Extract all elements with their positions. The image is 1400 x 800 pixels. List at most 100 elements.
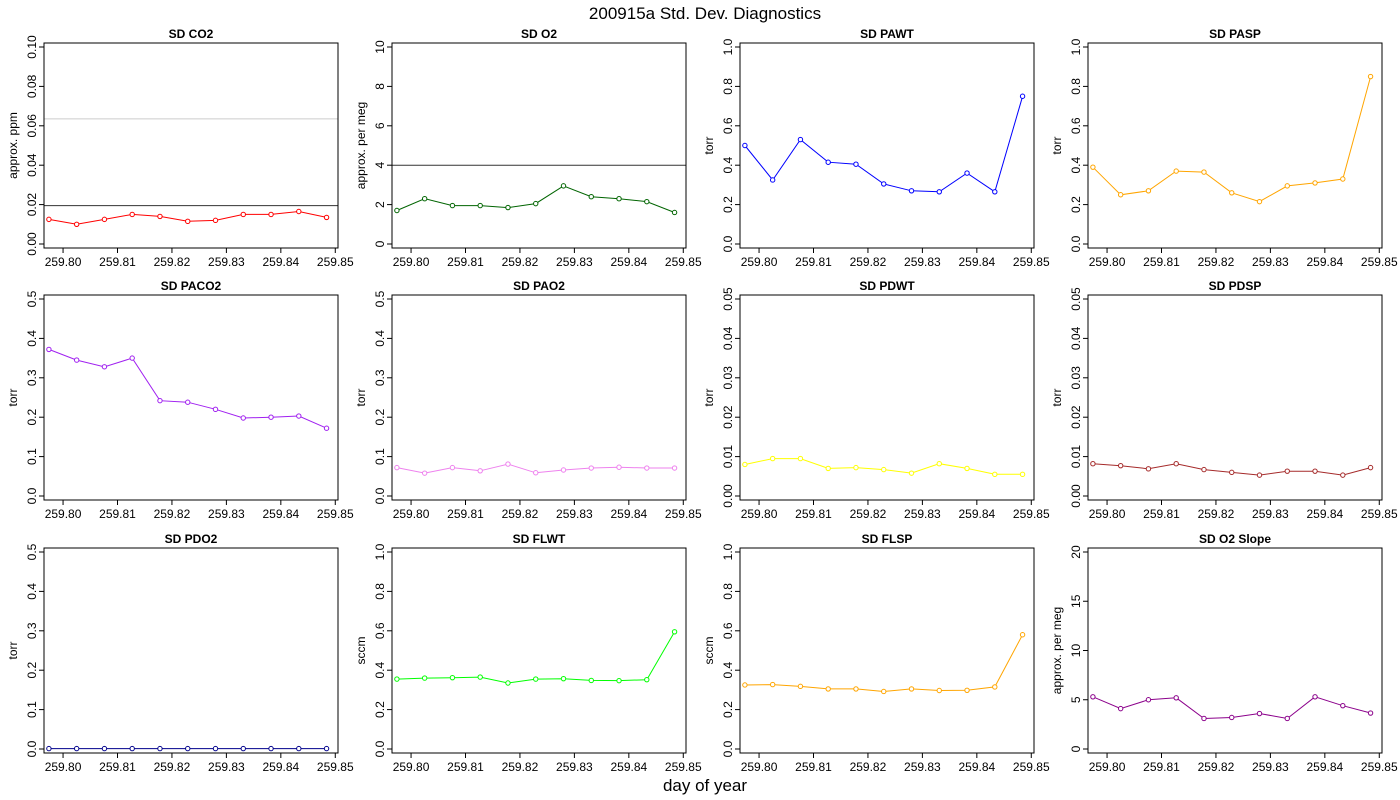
x-tick-label: 259.80 (1089, 507, 1126, 521)
y-tick-label: 0.04 (25, 153, 39, 177)
x-tick-label: 259.85 (1013, 507, 1050, 521)
x-tick-label: 259.80 (45, 760, 82, 774)
y-tick-label: 0.00 (1069, 484, 1083, 508)
y-tick-label: 0.06 (25, 114, 39, 138)
x-tick-label: 259.80 (741, 255, 778, 269)
y-tick-label: 0.0 (25, 740, 39, 757)
data-point (1229, 469, 1235, 476)
x-tick-label: 259.85 (317, 760, 354, 774)
data-point (671, 209, 678, 216)
panel: SD CO2 0.00 0.02 0.04 0.06 0.08 0.10 259.80 259.… (6, 27, 354, 269)
x-tick-label: 259.85 (665, 760, 702, 774)
data-point (1173, 168, 1179, 174)
data-point (212, 406, 219, 413)
y-tick-label: 0.6 (1069, 117, 1083, 134)
data-point (742, 461, 748, 468)
data-point (853, 464, 859, 471)
data-point (73, 357, 80, 363)
data-point (616, 464, 622, 470)
x-tick-label: 259.80 (741, 507, 778, 521)
data-point (421, 675, 428, 681)
x-tick-label: 259.83 (904, 760, 941, 774)
x-tick-label: 259.85 (317, 507, 354, 521)
x-tick-label: 259.85 (1361, 760, 1398, 774)
data-point (46, 346, 52, 353)
y-tick-label: 0.0 (25, 487, 39, 504)
data-point (1117, 705, 1124, 712)
panel: SD O2 Slope 0 5 10 15 20 259.80 259.81 259.82 259… (1050, 532, 1398, 774)
data-point (825, 465, 831, 472)
data-point (1145, 697, 1152, 703)
y-tick-label: 0.2 (25, 662, 39, 679)
data-point (533, 200, 539, 207)
y-tick-label: 0.0 (373, 740, 387, 757)
x-tick-label: 259.85 (317, 255, 354, 269)
plot-frame (1087, 42, 1383, 249)
data-point (1367, 73, 1374, 80)
x-tick-label: 259.80 (393, 255, 430, 269)
panel-title: SD PACO2 (161, 279, 222, 293)
y-axis-label: torr (702, 388, 716, 406)
panel-title: SD PAWT (860, 27, 914, 41)
x-tick-label: 259.84 (262, 507, 299, 521)
x-tick-label: 259.81 (99, 255, 136, 269)
data-point (240, 745, 246, 752)
series-line (48, 348, 327, 429)
data-point (477, 202, 483, 209)
x-tick-label: 259.82 (502, 507, 539, 521)
plot-frame (1087, 547, 1383, 754)
data-point (964, 687, 970, 693)
y-tick-label: 0.03 (1069, 366, 1083, 390)
data-point (449, 202, 456, 209)
panel: SD PASP 0.0 0.2 0.4 0.6 0.8 1.0 259.80 259.81 259… (1050, 27, 1398, 269)
x-tick-label: 259.85 (1361, 507, 1398, 521)
y-axis-label: torr (354, 388, 368, 406)
data-point (769, 177, 776, 183)
data-point (73, 221, 80, 228)
data-point (185, 399, 191, 405)
y-axis-label: torr (1050, 136, 1064, 154)
data-point (797, 455, 804, 462)
panel: SD PACO2 0.0 0.1 0.2 0.3 0.4 0.5 259.80 259.81 25… (6, 279, 354, 521)
x-tick-label: 259.80 (45, 255, 82, 269)
panel: SD PDSP 0.00 0.01 0.02 0.03 0.04 0.05 259.80 259… (1050, 279, 1398, 521)
y-tick-label: 0.0 (373, 487, 387, 504)
data-point (644, 198, 650, 205)
data-point (1145, 466, 1152, 472)
data-point (296, 745, 302, 752)
data-point (644, 465, 650, 471)
data-point (992, 471, 998, 478)
y-tick-label: 1.0 (721, 38, 735, 55)
x-tick-label: 259.82 (1198, 507, 1235, 521)
data-point (129, 745, 135, 752)
data-point (560, 467, 567, 473)
y-tick-label: 0.1 (25, 448, 39, 465)
y-tick-label: 0.03 (721, 366, 735, 390)
y-axis-label: torr (6, 641, 20, 659)
data-point (1117, 192, 1124, 198)
panel: SD FLWT 0.0 0.2 0.4 0.6 0.8 1.0 259.80 259.81 259… (354, 532, 702, 774)
y-tick-label: 0.0 (721, 235, 735, 252)
plot-frame (43, 42, 339, 249)
data-point (1090, 460, 1096, 467)
plot-frame (739, 547, 1035, 754)
y-axis-label: torr (6, 388, 20, 406)
plot-frame (391, 42, 687, 249)
x-tick-label: 259.82 (154, 255, 191, 269)
y-tick-label: 10 (1069, 644, 1083, 658)
data-point (477, 468, 483, 474)
x-tick-label: 259.80 (45, 507, 82, 521)
y-tick-label: 0.8 (1069, 78, 1083, 95)
y-tick-label: 0.02 (25, 193, 39, 217)
data-point (505, 461, 511, 467)
x-tick-label: 259.81 (99, 760, 136, 774)
x-tick-label: 259.84 (1306, 760, 1343, 774)
data-point (46, 216, 52, 223)
data-point (73, 745, 80, 752)
data-point (533, 470, 539, 476)
data-point (505, 680, 511, 686)
data-point (421, 470, 428, 476)
data-point (616, 195, 622, 202)
x-tick-label: 259.84 (958, 255, 995, 269)
data-point (46, 745, 52, 752)
